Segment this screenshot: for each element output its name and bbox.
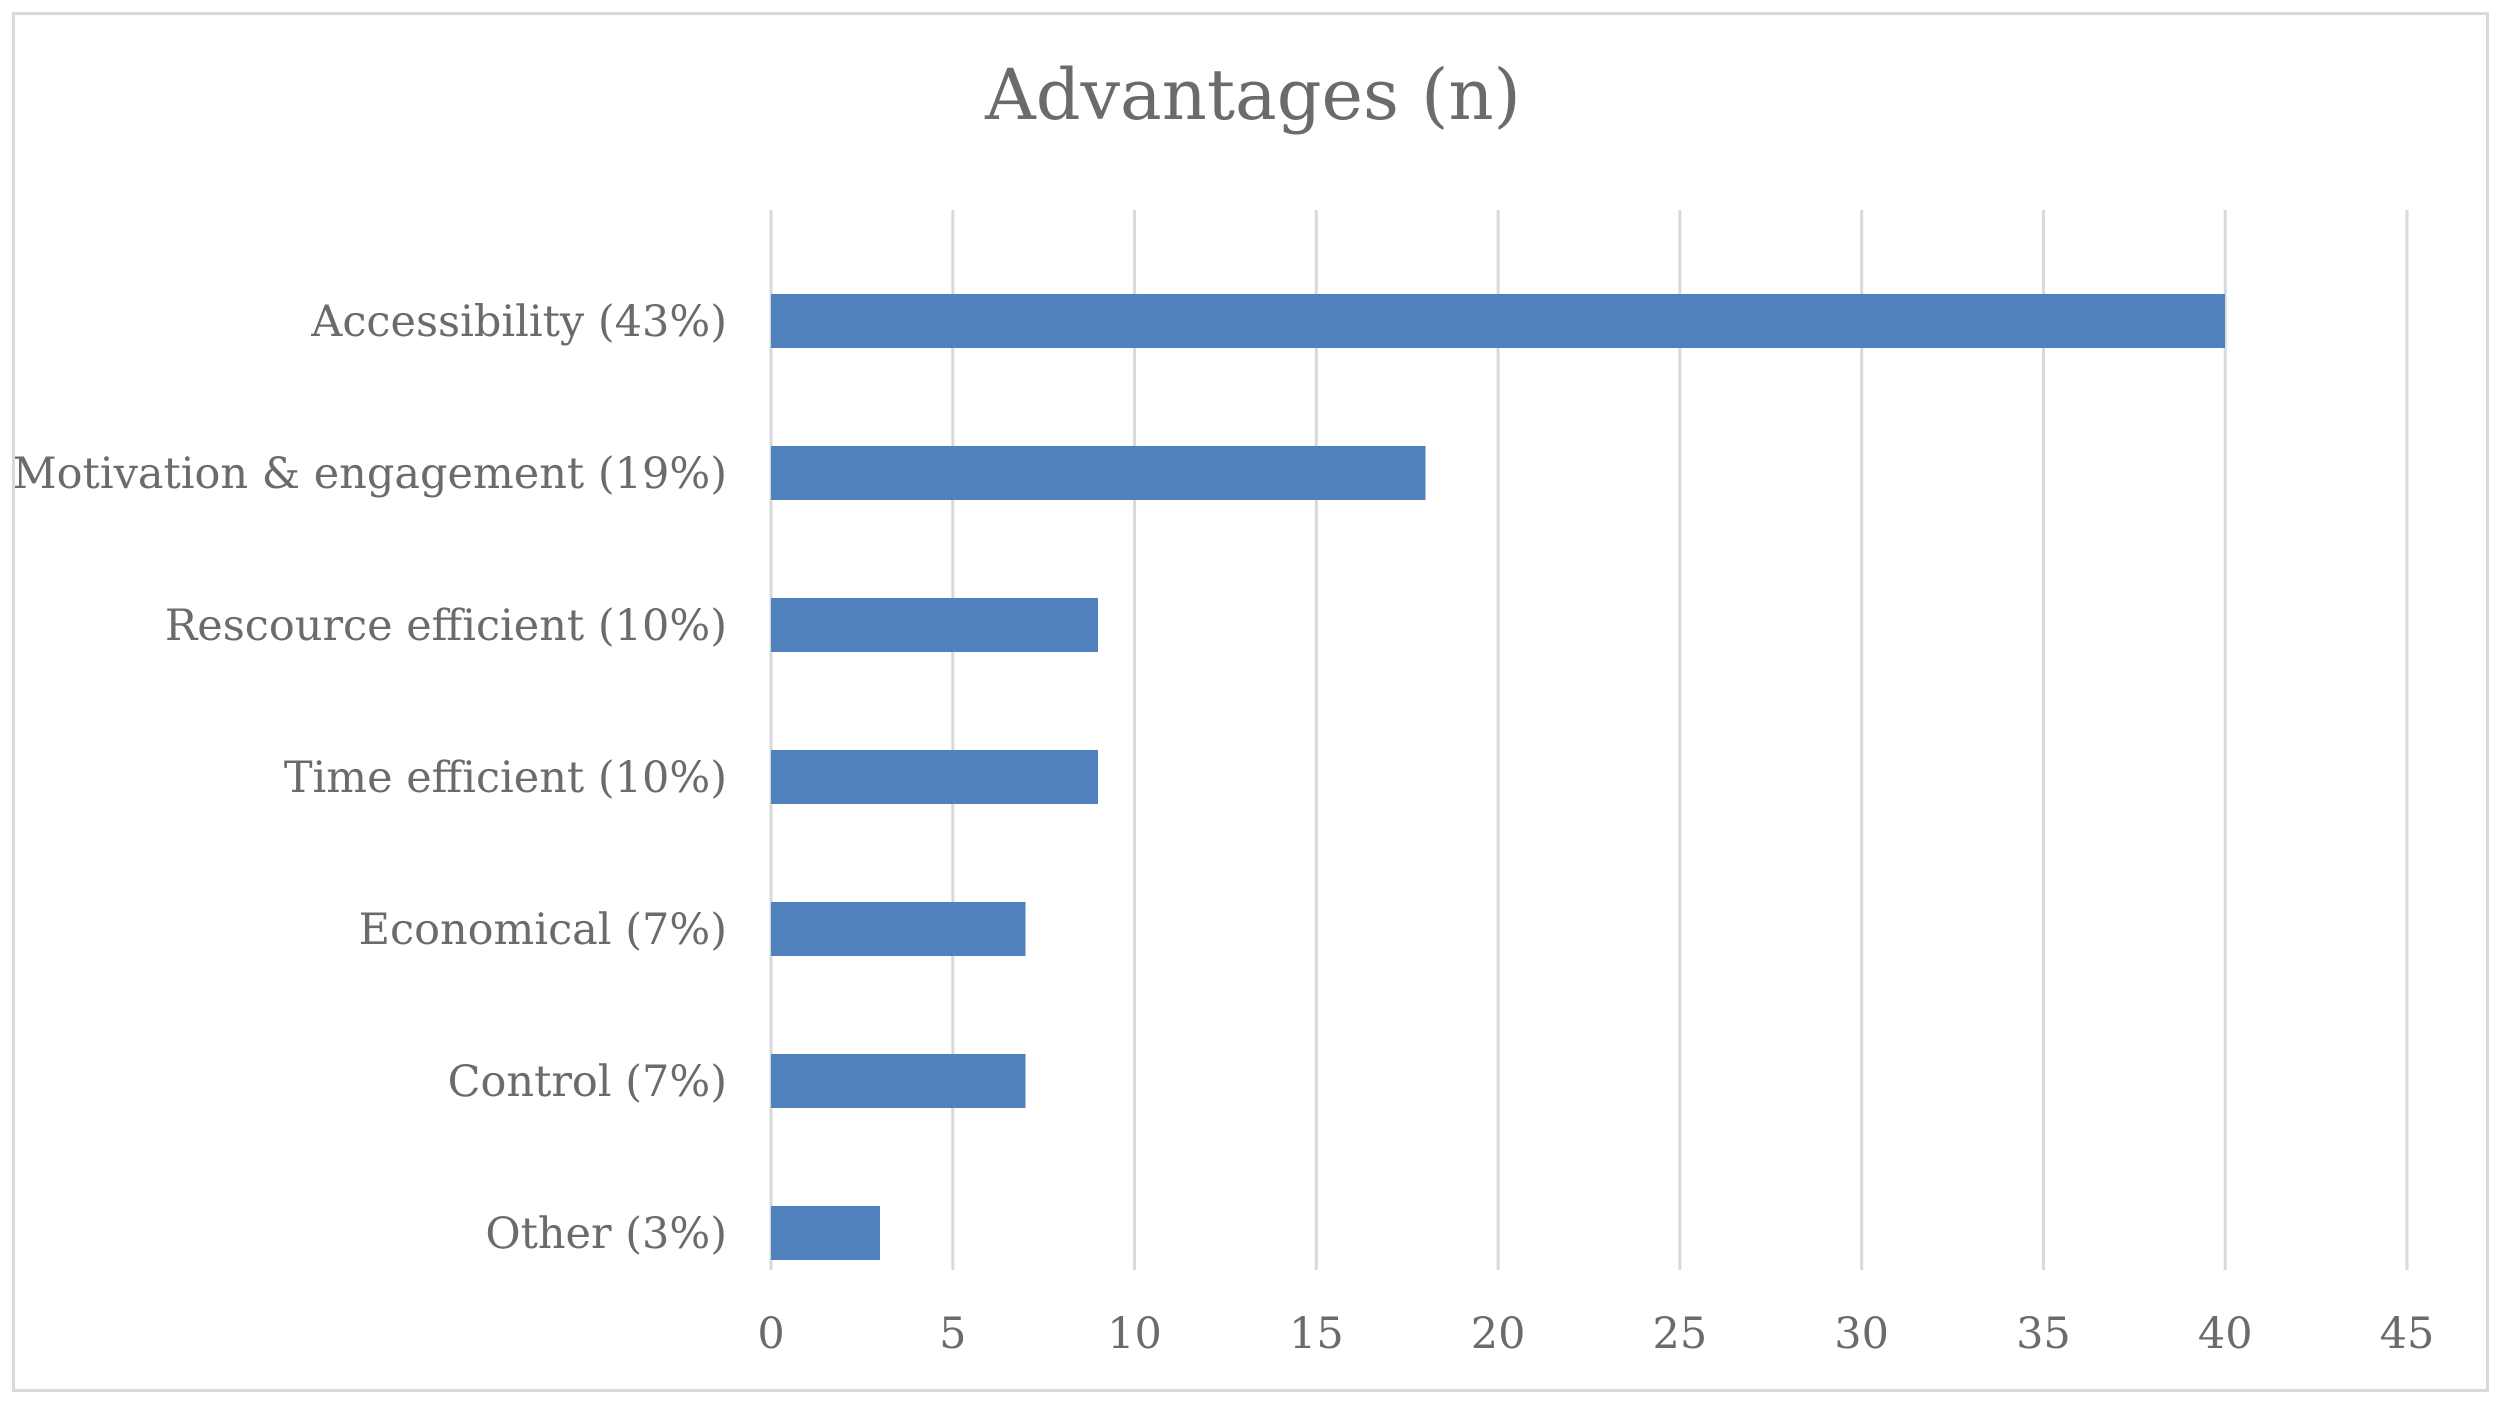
bar: [771, 598, 1099, 652]
x-tick-label: 40: [2198, 1309, 2253, 1359]
category-label: Motivation & engagement (19%): [15, 449, 727, 499]
bar: [771, 750, 1099, 804]
category-label: Economical (7%): [359, 905, 727, 955]
x-tick-label: 0: [757, 1309, 784, 1359]
bar: [771, 1206, 881, 1260]
category-labels: Accessibility (43%) Motivation & engageme…: [15, 297, 727, 1259]
x-tick-label: 35: [2016, 1309, 2071, 1359]
x-tick-label: 20: [1471, 1309, 1526, 1359]
bar: [771, 1054, 1026, 1108]
bar: [771, 294, 2226, 348]
bar: [771, 902, 1026, 956]
x-tick-label: 30: [1834, 1309, 1889, 1359]
x-tick-label: 5: [939, 1309, 966, 1359]
bar: [771, 446, 1426, 500]
x-tick-label: 25: [1653, 1309, 1708, 1359]
category-label: Time efficient (10%): [284, 753, 727, 803]
chart-frame: Advantages (n) Accessibility (43%) Motiva…: [12, 12, 2489, 1392]
category-label: Control (7%): [448, 1057, 727, 1107]
x-tick-label: 10: [1107, 1309, 1162, 1359]
bars: [771, 294, 2226, 1260]
bar-chart: Advantages (n) Accessibility (43%) Motiva…: [15, 54, 2434, 1359]
gridlines: [769, 210, 2409, 1270]
chart-title: Advantages (n): [984, 54, 1521, 136]
category-label: Rescource efficient (10%): [165, 601, 727, 651]
x-axis-tick-labels: 0 5 10 15 20 25 30 35 40 45: [757, 1309, 2434, 1359]
x-tick-label: 15: [1289, 1309, 1344, 1359]
category-label: Accessibility (43%): [310, 297, 727, 347]
x-tick-label: 45: [2380, 1309, 2435, 1359]
category-label: Other (3%): [485, 1209, 727, 1259]
